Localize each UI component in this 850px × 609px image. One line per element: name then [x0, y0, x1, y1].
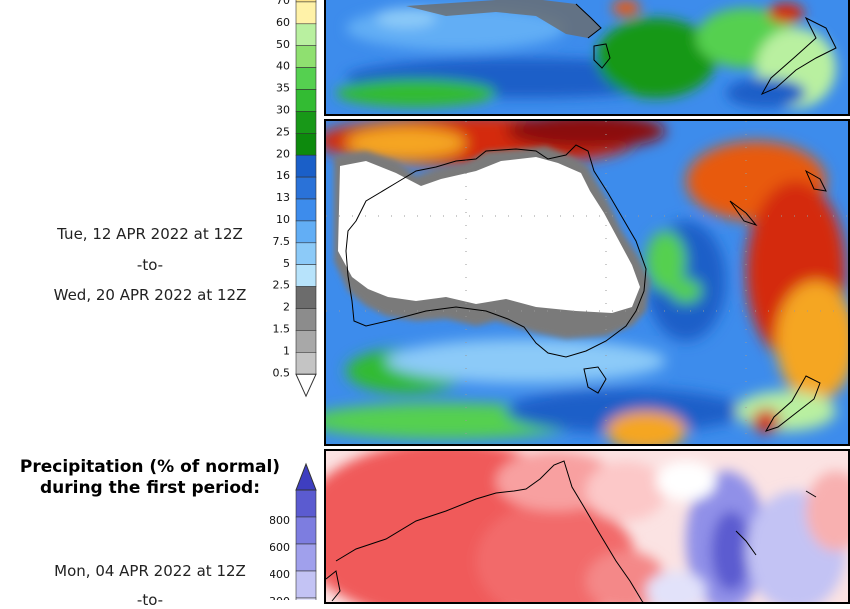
period1-to: -to-: [136, 256, 164, 274]
legend-tick-label: 50: [276, 38, 290, 51]
precip-legend-bar: 8070605040353025201613107.552.521.510.5: [273, 0, 317, 398]
legend-swatch: [295, 154, 317, 178]
legend-tick-label: 10: [276, 213, 290, 226]
legend-tick-label: 5: [283, 257, 290, 270]
legend-tick-label: 60: [276, 16, 290, 29]
legend-tick-label: 400: [270, 568, 290, 581]
legend-tick-label: 35: [276, 82, 290, 95]
period1-start: Tue, 12 APR 2022 at 12Z: [57, 225, 243, 243]
legend-tick-label: 40: [276, 60, 290, 73]
legend-tick-label: 0.5: [273, 366, 291, 379]
legend-tick-label: 800: [270, 514, 290, 527]
legend-tick-label: 1.5: [273, 323, 291, 336]
legend-swatch: [295, 330, 317, 353]
legend-swatch: [295, 308, 317, 331]
legend-tick-label: 25: [276, 125, 290, 138]
legend-tick-label: 600: [270, 541, 290, 554]
map-panel-top: [324, 0, 850, 116]
legend-tick-label: 13: [276, 191, 290, 204]
legend-tick-label: 2: [283, 301, 290, 314]
legend-swatch: [295, 23, 317, 46]
map-panel-percent-normal: [324, 449, 850, 604]
precip-map-main: [326, 121, 848, 444]
period1-end: Wed, 20 APR 2022 at 12Z: [53, 286, 247, 304]
legend-tick-label: 2.5: [273, 279, 291, 292]
legend-swatch: [295, 198, 317, 222]
legend-swatch: [295, 1, 317, 25]
percent-normal-heading-line2: during the first period:: [39, 478, 261, 498]
legend-swatch: [295, 89, 317, 112]
legend-swatch: [295, 67, 317, 90]
percent-normal-map: [326, 451, 848, 602]
legend-swatch: [295, 45, 317, 68]
legend-swatch: [295, 133, 317, 156]
map-panel-precip-total: [324, 119, 850, 446]
legend-arrow-up: [295, 462, 317, 491]
legend-swatch: [295, 351, 317, 375]
period2-start: Mon, 04 APR 2022 at 12Z: [54, 562, 246, 580]
legend-tick-label: 70: [276, 0, 290, 7]
precip-legend: 8070605040353025201613107.552.521.510.5: [270, 0, 330, 420]
precip-map-top: [326, 0, 848, 114]
legend-arrow-down: [295, 373, 317, 398]
legend-tick-label: 7.5: [273, 235, 291, 248]
legend-swatch: [295, 176, 317, 200]
period2-to: -to-: [136, 591, 164, 609]
legend-tick-label: 16: [276, 169, 290, 182]
legend-tick-label: 20: [276, 147, 290, 160]
legend-swatch: [295, 489, 317, 518]
legend-tick-label: 1: [283, 344, 290, 357]
percent-normal-heading-line1: Precipitation (% of normal): [19, 457, 281, 477]
percent-normal-heading: Precipitation (% of normal) during the f…: [0, 457, 300, 499]
legend-tick-label: 30: [276, 104, 290, 117]
legend-swatch: [295, 516, 317, 545]
legend-swatch: [295, 111, 317, 134]
